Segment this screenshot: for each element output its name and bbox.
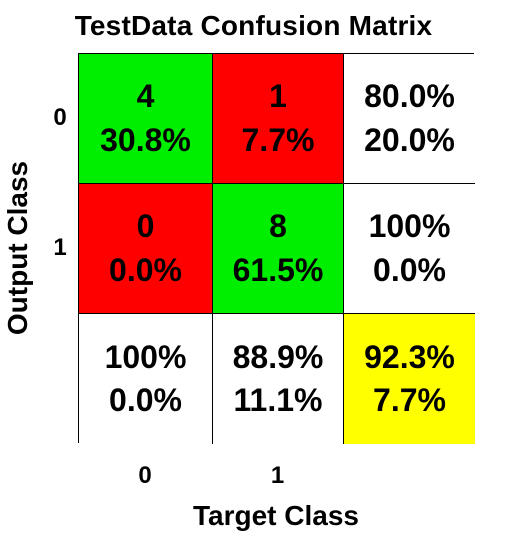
cell-primary-value: 80.0%: [364, 78, 455, 115]
cell-primary-value: 92.3%: [364, 338, 455, 375]
y-axis-label: Output Class: [2, 160, 33, 336]
matrix-cell-r2-c1: 88.9% 11.1%: [213, 314, 344, 444]
cell-secondary-value: 0.0%: [109, 251, 182, 288]
x-tick-label: 0: [138, 462, 152, 489]
cell-secondary-value: 0.0%: [373, 251, 446, 288]
cell-primary-value: 8: [269, 208, 287, 245]
x-axis-label: Target Class: [193, 500, 359, 531]
matrix-cell-r2-c0: 100% 0.0%: [79, 314, 213, 444]
cell-secondary-value: 7.7%: [241, 121, 315, 158]
cell-secondary-value: 20.0%: [364, 121, 455, 158]
chart-title: TestData Confusion Matrix: [74, 10, 433, 41]
confusion-matrix: 4 30.8% 1 7.7% 80.0% 20.0% 0 0.0% 8 61.5% 100% 0.0%…: [78, 53, 475, 444]
y-tick-label: 0: [53, 104, 67, 131]
y-tick-label: 1: [53, 234, 67, 261]
cell-primary-value: 100%: [104, 338, 187, 375]
cell-primary-value: 88.9%: [232, 338, 324, 375]
cell-primary-value: 100%: [368, 208, 451, 245]
matrix-cell-r0-c1: 1 7.7%: [213, 54, 344, 184]
matrix-cell-r1-c0: 0 0.0%: [79, 184, 213, 314]
cell-secondary-value: 61.5%: [232, 251, 324, 288]
x-tick-label: 1: [270, 462, 285, 489]
cell-primary-value: 0: [136, 208, 155, 245]
matrix-cell-r0-c2: 80.0% 20.0%: [344, 54, 475, 184]
cell-secondary-value: 7.7%: [373, 382, 446, 418]
matrix-cell-r1-c2: 100% 0.0%: [344, 184, 475, 314]
cell-primary-value: 4: [136, 78, 155, 115]
matrix-cell-r1-c1: 8 61.5%: [213, 184, 344, 314]
cell-secondary-value: 30.8%: [100, 121, 191, 158]
matrix-cell-r0-c0: 4 30.8%: [79, 54, 213, 184]
matrix-cell-r2-c2: 92.3% 7.7%: [344, 314, 475, 444]
cell-secondary-value: 0.0%: [109, 382, 182, 418]
cell-secondary-value: 11.1%: [233, 382, 323, 418]
cell-primary-value: 1: [269, 78, 287, 115]
